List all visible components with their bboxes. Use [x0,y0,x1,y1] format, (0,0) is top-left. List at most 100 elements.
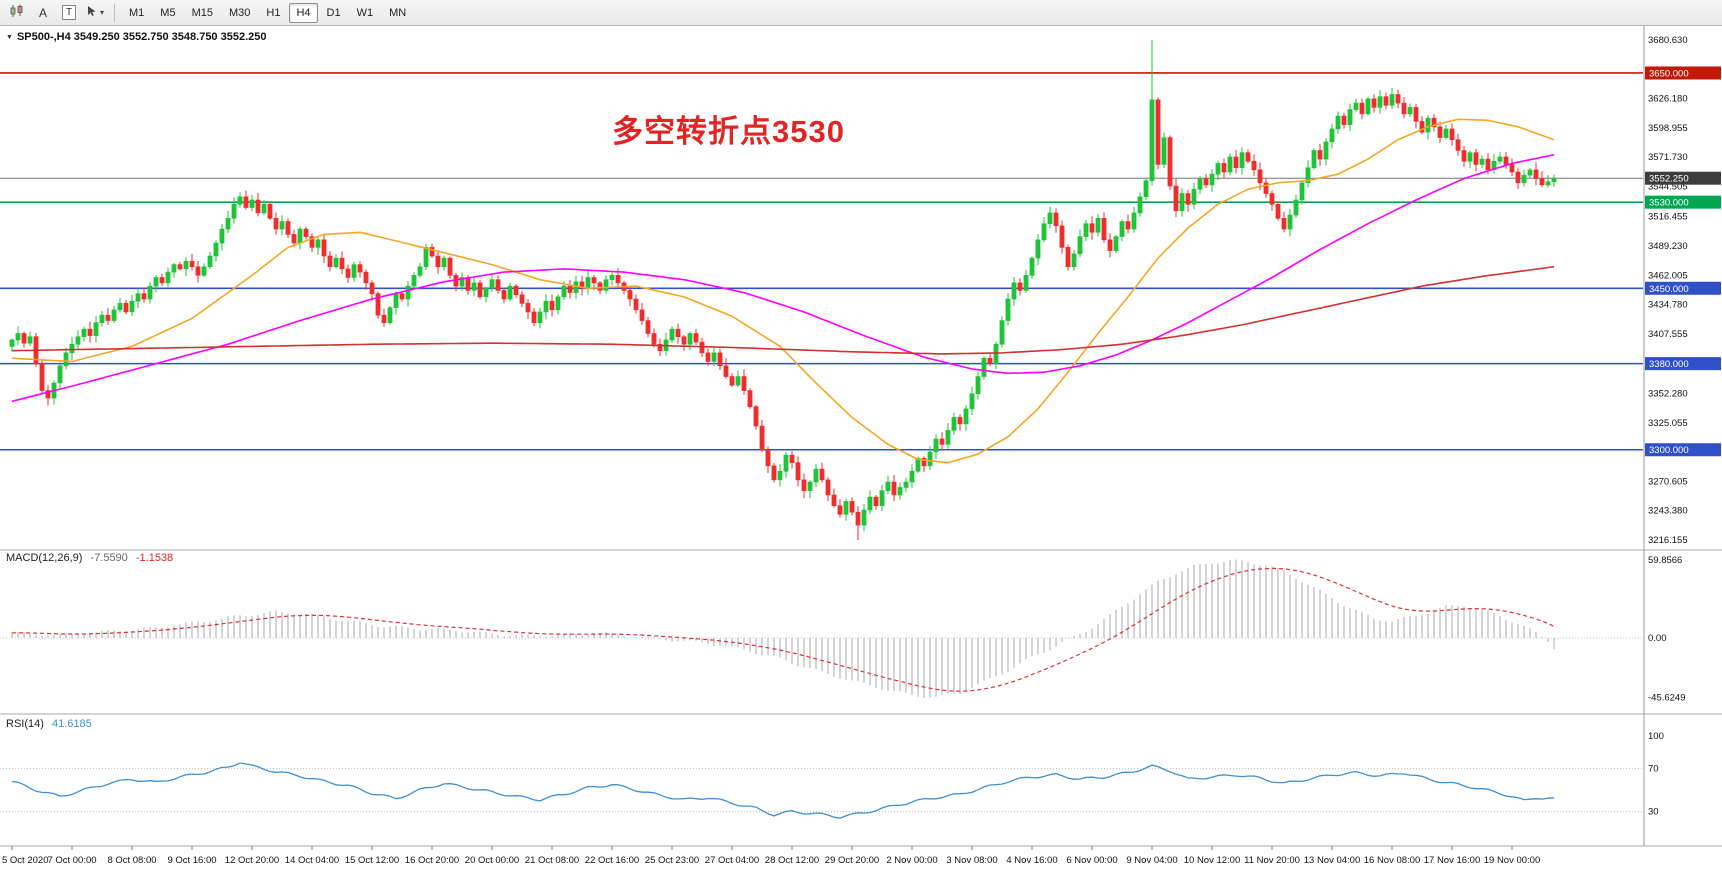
macd-indicator-label: MACD(12,26,9) -7.5590 -1.1538 [6,552,173,564]
svg-text:3516.455: 3516.455 [1648,212,1688,223]
svg-text:100: 100 [1648,731,1664,742]
price-level-badge [1645,443,1721,457]
text-tool-label: T [61,5,77,20]
candles-layer [9,40,1557,540]
rsi-value: 41.6185 [51,718,92,730]
svg-text:3270.605: 3270.605 [1648,476,1688,487]
chart-canvas[interactable]: 3680.630 3626.180 3598.955 3571.730 3544.505… [0,26,1722,895]
chart-title-ohlc: SP500-,H4 3549.250 3552.750 3548.750 355… [16,31,267,43]
price-level-badge [1645,195,1721,209]
svg-text:3544.505: 3544.505 [1648,182,1688,193]
svg-text:3352.280: 3352.280 [1648,388,1688,399]
svg-text:12 Oct 20:00: 12 Oct 20:00 [225,855,279,866]
macd-signal-line [12,567,1555,692]
price-level-lines [0,72,1643,451]
svg-text:21 Oct 08:00: 21 Oct 08:00 [525,855,579,866]
svg-text:3462.005: 3462.005 [1648,270,1688,281]
chevron-down-icon: ▾ [99,8,104,17]
svg-text:27 Oct 04:00: 27 Oct 04:00 [705,855,759,866]
svg-text:59.8566: 59.8566 [1648,555,1682,566]
toolbar: A T ▾ M1 M5 M15 M30 H1 H4 D1 W1 MN [0,0,1722,26]
ma-slow-line [11,265,1555,355]
macd-main-value: -7.5590 [90,552,128,564]
line-studies-button[interactable]: ▾ [83,2,107,24]
collapse-triangle-icon[interactable]: ▼ [6,33,13,41]
svg-text:3216.155: 3216.155 [1648,535,1688,546]
svg-text:0.00: 0.00 [1648,633,1667,644]
rsi-indicator-label: RSI(14) 41.6185 [6,718,92,730]
macd-signal-value: -1.1538 [135,552,174,564]
svg-text:6 Nov 00:00: 6 Nov 00:00 [1066,855,1117,866]
ma-fast-line [11,118,1555,464]
svg-text:13 Nov 04:00: 13 Nov 04:00 [1304,855,1361,866]
timeframe-button-m15[interactable]: M15 [191,6,213,19]
chart-title: ▼ SP500-,H4 3549.250 3552.750 3548.750 3… [6,31,267,43]
svg-text:11 Nov 20:00: 11 Nov 20:00 [1244,855,1300,866]
macd-pane: 59.8566 0.00 -45.6249 [0,555,1686,703]
svg-text:20 Oct 00:00: 20 Oct 00:00 [465,855,519,866]
svg-text:4 Nov 16:00: 4 Nov 16:00 [1006,855,1057,866]
timeframe-button-m5[interactable]: M5 [160,6,176,19]
timeframe-button-h1[interactable]: H1 [266,6,281,19]
svg-text:14 Oct 04:00: 14 Oct 04:00 [285,855,339,866]
text-annotation-label: A [38,5,47,20]
svg-text:3650.000: 3650.000 [1649,68,1689,79]
svg-text:3450.000: 3450.000 [1649,284,1689,295]
text-annotation-button[interactable]: A [31,2,55,24]
timeframe-button-w1[interactable]: W1 [356,6,374,19]
candlestick-chart-icon-button[interactable] [5,2,29,24]
svg-text:3489.230: 3489.230 [1648,241,1688,252]
svg-text:3571.730: 3571.730 [1648,152,1688,163]
svg-text:22 Oct 16:00: 22 Oct 16:00 [585,855,639,866]
svg-text:2 Nov 00:00: 2 Nov 00:00 [886,855,937,866]
ma-mid-line [11,154,1555,403]
svg-text:25 Oct 23:00: 25 Oct 23:00 [645,855,699,866]
svg-text:3 Nov 08:00: 3 Nov 08:00 [946,855,997,866]
svg-text:19 Nov 00:00: 19 Nov 00:00 [1484,855,1541,866]
moving-averages-layer [11,118,1555,464]
timeframe-button-d1[interactable]: D1 [326,6,341,19]
price-level-badge [1645,357,1721,371]
text-tool-button[interactable]: T [57,2,81,24]
svg-text:7 Oct 00:00: 7 Oct 00:00 [47,855,96,866]
cursor-tool-icon [86,5,98,20]
svg-text:9 Oct 16:00: 9 Oct 16:00 [167,855,216,866]
svg-text:3380.000: 3380.000 [1649,359,1689,370]
macd-name: MACD(12,26,9) [6,552,83,564]
svg-text:3300.000: 3300.000 [1649,445,1689,456]
candlestick-chart-icon [9,4,25,21]
svg-text:3598.955: 3598.955 [1648,123,1688,134]
timeframe-button-m30[interactable]: M30 [228,6,251,19]
svg-text:16 Nov 08:00: 16 Nov 08:00 [1364,855,1421,866]
svg-text:5 Oct 2020: 5 Oct 2020 [2,855,48,866]
price-axis: 3680.630 3626.180 3598.955 3571.730 3544.505… [1645,35,1721,546]
svg-text:8 Oct 08:00: 8 Oct 08:00 [107,855,156,866]
svg-text:17 Nov 16:00: 17 Nov 16:00 [1424,855,1481,866]
rsi-line [11,762,1555,819]
svg-text:10 Nov 12:00: 10 Nov 12:00 [1184,855,1241,866]
timeframe-toolbar: M1 M5 M15 M30 H1 H4 D1 W1 MN [121,2,414,23]
svg-text:3243.380: 3243.380 [1648,506,1688,517]
timeframe-button-m1[interactable]: M1 [129,6,145,19]
svg-text:3680.630: 3680.630 [1648,35,1688,46]
price-level-badge [1645,171,1721,185]
svg-text:30: 30 [1648,807,1659,818]
rsi-pane: 100 70 30 [0,731,1664,819]
svg-text:16 Oct 20:00: 16 Oct 20:00 [405,855,459,866]
timeframe-button-h4[interactable]: H4 [289,2,318,23]
pane-separators [0,26,1722,847]
price-level-badge [1645,66,1721,80]
svg-text:3626.180: 3626.180 [1648,94,1688,105]
timeframe-button-mn[interactable]: MN [389,6,407,19]
rsi-name: RSI(14) [6,718,44,730]
svg-text:3552.250: 3552.250 [1649,174,1689,185]
price-level-badge [1645,281,1721,295]
svg-text:3407.555: 3407.555 [1648,329,1688,340]
svg-text:-45.6249: -45.6249 [1648,692,1686,703]
svg-text:70: 70 [1648,763,1659,774]
svg-text:3325.055: 3325.055 [1648,418,1688,429]
toolbar-divider [114,3,115,22]
chart-text-annotation[interactable]: 多空转折点3530 [612,114,845,149]
